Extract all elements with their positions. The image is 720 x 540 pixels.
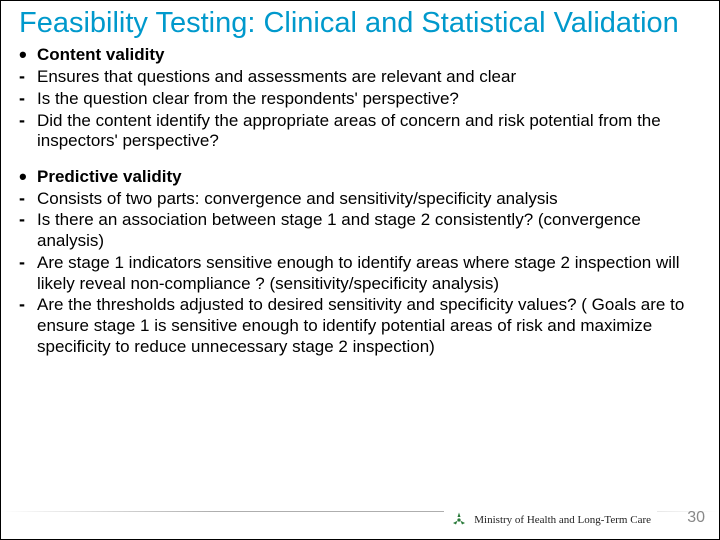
section2-heading: Predictive validity [37,166,701,188]
trillium-icon [450,511,468,529]
section1-item-0: Ensures that questions and assessments a… [37,66,701,88]
footer-logo-text: Ministry of Health and Long-Term Care [474,514,651,526]
section1-item-1: Is the question clear from the responden… [37,88,701,110]
bullet-heading: • Content validity [19,44,701,66]
dash-icon: - [19,252,37,271]
section2-item-1: Is there an association between stage 1 … [37,209,701,251]
section2-item-3: Are the thresholds adjusted to desired s… [37,294,701,357]
bullet-item: - Did the content identify the appropria… [19,110,701,152]
section2-item-2: Are stage 1 indicators sensitive enough … [37,252,701,294]
bullet-item: - Are the thresholds adjusted to desired… [19,294,701,357]
dash-icon: - [19,66,37,85]
slide: Feasibility Testing: Clinical and Statis… [0,0,720,540]
section1-heading: Content validity [37,44,701,66]
dash-icon: - [19,110,37,129]
page-number: 30 [687,509,705,527]
bullet-item: - Are stage 1 indicators sensitive enoug… [19,252,701,294]
slide-body: • Content validity - Ensures that questi… [19,44,701,357]
slide-title: Feasibility Testing: Clinical and Statis… [19,7,701,40]
bullet-item: - Is there an association between stage … [19,209,701,251]
section1-item-2: Did the content identify the appropriate… [37,110,701,152]
bullet-dot-icon: • [19,44,37,65]
dash-icon: - [19,209,37,228]
bullet-heading: • Predictive validity [19,166,701,188]
bullet-dot-icon: • [19,166,37,187]
dash-icon: - [19,188,37,207]
footer-logo: Ministry of Health and Long-Term Care [444,511,657,529]
section2-item-0: Consists of two parts: convergence and s… [37,188,701,210]
bullet-item: - Ensures that questions and assessments… [19,66,701,88]
bullet-item: - Consists of two parts: convergence and… [19,188,701,210]
footer: Ministry of Health and Long-Term Care 30 [1,497,719,533]
dash-icon: - [19,88,37,107]
dash-icon: - [19,294,37,313]
bullet-item: - Is the question clear from the respond… [19,88,701,110]
